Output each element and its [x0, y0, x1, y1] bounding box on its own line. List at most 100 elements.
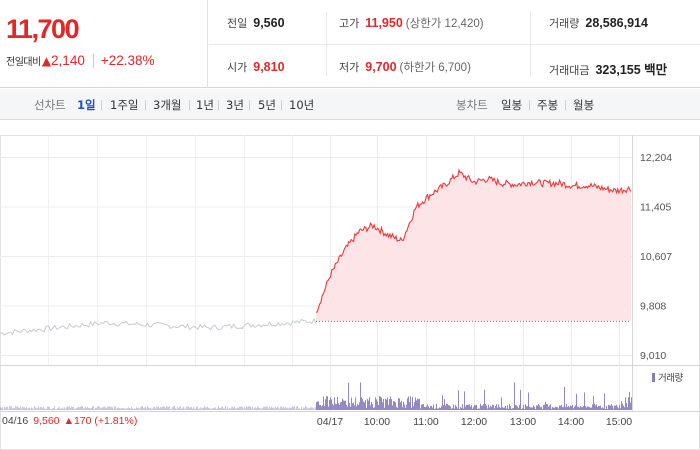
volume-bar — [597, 407, 598, 410]
price-chart[interactable]: 12,204 11,405 10,607 9,808 9,010 04/17 10:00 1… — [0, 121, 700, 450]
volume-bar — [178, 408, 179, 410]
volume-bar — [257, 406, 258, 410]
volume-bar — [94, 408, 95, 410]
volume-bar — [382, 402, 383, 410]
volume-bar — [16, 406, 17, 410]
price-area-fill — [316, 170, 631, 321]
volume-bar — [270, 407, 271, 410]
volume-bar — [475, 405, 476, 410]
volume-bar — [164, 406, 165, 410]
volume-bar — [362, 398, 363, 410]
volume-bar — [520, 389, 521, 410]
volume-bar — [275, 406, 276, 410]
volume-bar — [56, 408, 57, 410]
volume-bar — [141, 406, 142, 410]
volume-bar — [347, 406, 348, 410]
volume-bar — [333, 405, 334, 410]
volume-bar — [502, 407, 503, 410]
volume-bar — [481, 405, 482, 410]
volume-bar — [413, 406, 414, 410]
divider — [326, 12, 327, 76]
volume-bar — [460, 407, 461, 410]
volume-bar — [147, 406, 148, 410]
volume-bar — [146, 408, 147, 410]
volume-bar — [4, 406, 5, 410]
volume-bar — [538, 403, 539, 410]
volume-bar — [441, 406, 442, 410]
volume-bar — [428, 406, 429, 410]
volume-bar — [224, 408, 225, 410]
volume-bar — [200, 407, 201, 410]
volume-bar — [34, 406, 35, 410]
volume-bar — [24, 407, 25, 410]
volume-bar — [314, 408, 315, 410]
period-tab-10y[interactable]: 10년 — [289, 98, 315, 112]
volume-bar — [369, 397, 370, 410]
volume-bar — [602, 407, 603, 410]
volume-bar — [72, 407, 73, 410]
volume-bar — [543, 404, 544, 410]
volume-bar — [414, 401, 415, 410]
prev-day-info: 04/16 9,560 ▲170 (+1.81%) — [2, 415, 137, 427]
volume-legend-label: 거래량 — [658, 373, 683, 384]
volume-bar — [581, 407, 582, 410]
volume-bar — [206, 407, 207, 410]
volume-bar — [426, 406, 427, 410]
volume-bar — [87, 406, 88, 410]
volume-bar — [528, 392, 529, 410]
volume-bar — [447, 403, 448, 410]
period-tab-3y[interactable]: 3년 — [226, 98, 244, 112]
prev-day-change-pct: (+1.81%) — [94, 415, 138, 427]
volume-bar — [134, 408, 135, 410]
period-tab-1w[interactable]: 1주일 — [110, 98, 139, 112]
volume-bar — [313, 408, 314, 410]
volume-bar — [82, 406, 83, 410]
volume-bar — [28, 407, 29, 410]
volume-bar — [70, 408, 71, 410]
divider — [218, 100, 219, 110]
volume-bar — [187, 406, 188, 410]
volume-bar — [280, 406, 281, 410]
volume-bar — [160, 407, 161, 410]
volume-bar — [86, 408, 87, 410]
volume-bar — [504, 407, 505, 410]
volume-bar — [471, 404, 472, 410]
candle-tab-weekly[interactable]: 주봉 — [537, 98, 559, 112]
volume-bar — [589, 407, 590, 410]
volume-bar — [297, 406, 298, 410]
volume-bar — [445, 405, 446, 410]
volume-bar — [108, 406, 109, 410]
volume-bar — [83, 408, 84, 410]
candle-tab-monthly[interactable]: 월봉 — [573, 98, 595, 112]
volume-bar — [562, 407, 563, 410]
volume-bar — [90, 408, 91, 410]
volume-bar — [244, 406, 245, 410]
volume-bar — [220, 407, 221, 410]
volume-bar — [67, 406, 68, 410]
candle-tab-daily[interactable]: 일봉 — [501, 98, 523, 112]
volume-bar — [624, 407, 625, 410]
volume-bar — [431, 405, 432, 410]
period-tab-1d[interactable]: 1일 — [77, 98, 96, 112]
volume-bar — [272, 407, 273, 410]
period-tab-1y[interactable]: 1년 — [196, 98, 214, 112]
volume-bar — [542, 408, 543, 410]
volume-bar — [398, 398, 399, 410]
volume-bar — [628, 397, 629, 410]
volume-bar — [37, 408, 38, 410]
volume-bar — [128, 407, 129, 410]
volume-bar — [192, 408, 193, 410]
volume-bar — [363, 401, 364, 410]
volume-bar — [429, 408, 430, 410]
volume-bar — [127, 408, 128, 410]
x-tick-label: 15:00 — [606, 416, 632, 428]
volume-bar — [148, 407, 149, 410]
period-tab-3m[interactable]: 3개월 — [153, 98, 182, 112]
volume-bar — [366, 407, 367, 410]
volume-bar — [209, 408, 210, 410]
volume-bar — [74, 408, 75, 410]
period-tab-5y[interactable]: 5년 — [258, 98, 276, 112]
volume-bar — [619, 404, 620, 410]
volume-bar — [438, 408, 439, 410]
volume-bar — [534, 406, 535, 410]
